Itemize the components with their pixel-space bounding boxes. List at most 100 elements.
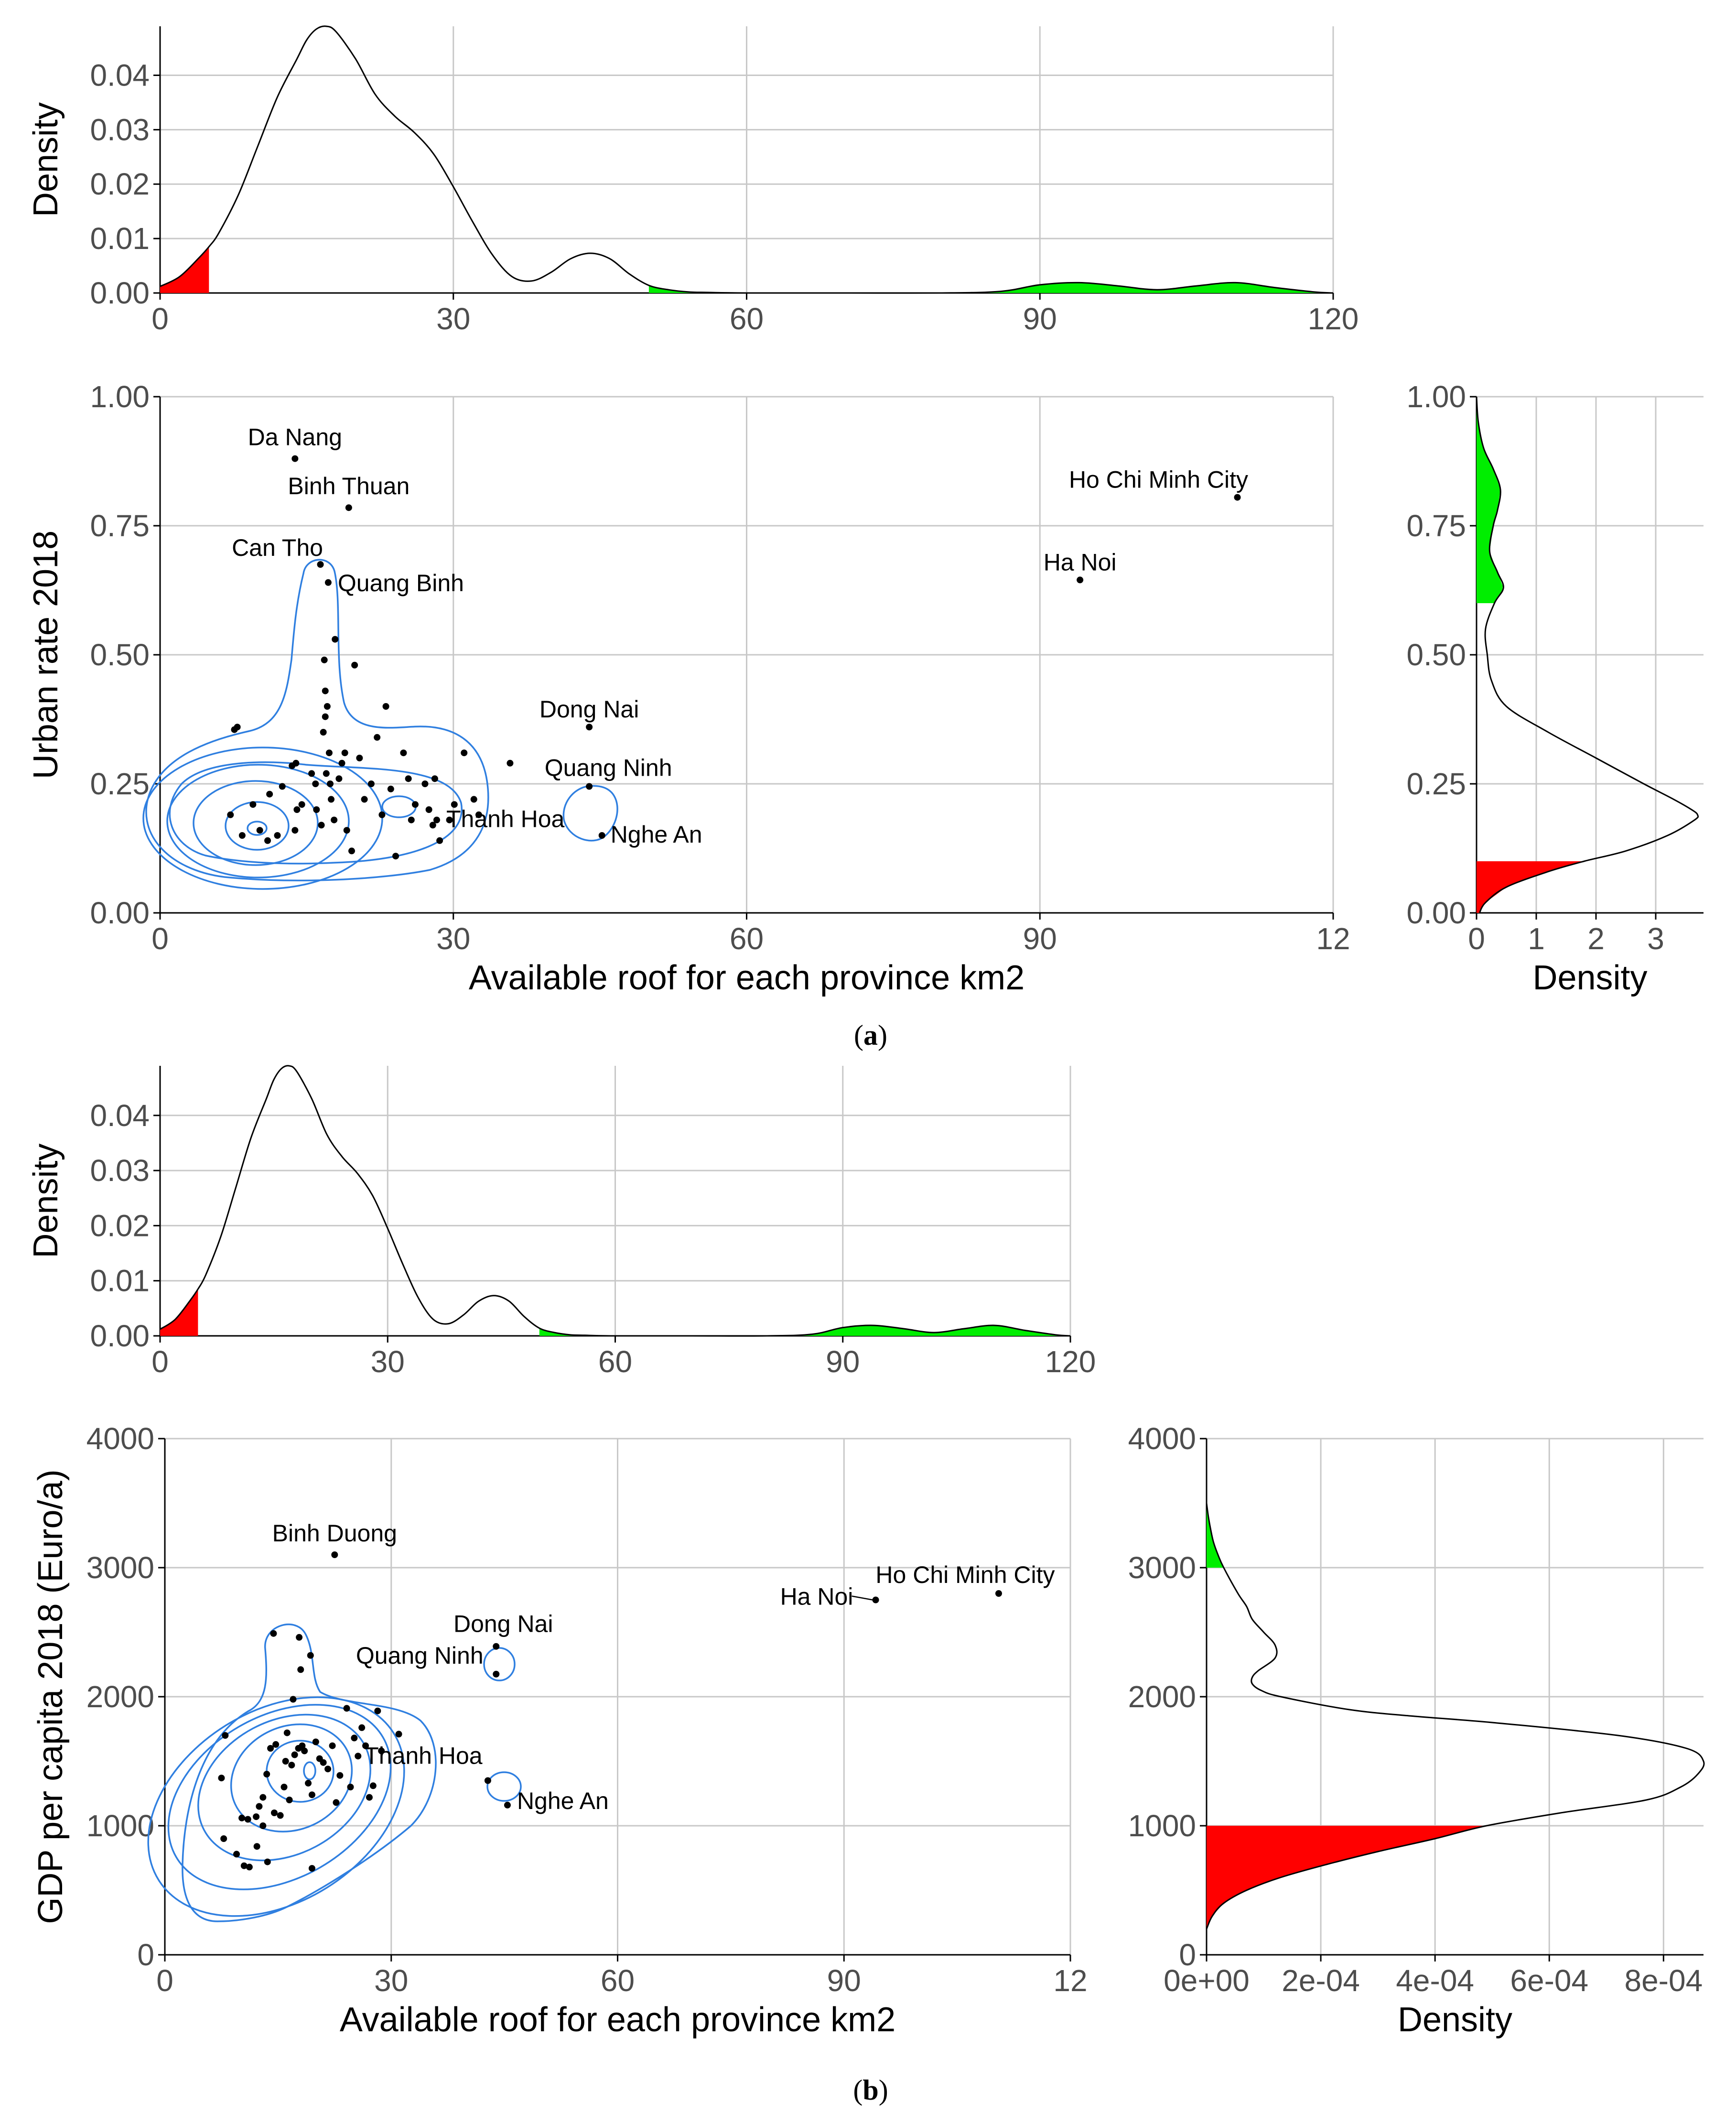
data-point [240, 1862, 248, 1869]
y-tick-label: 3000 [86, 1550, 154, 1585]
data-point-labeled [872, 1596, 879, 1604]
x-tick-label: 0 [156, 1963, 173, 1998]
density-curve [160, 1065, 1071, 1337]
data-point [351, 1734, 358, 1742]
data-point [305, 1779, 312, 1787]
data-point [341, 749, 348, 757]
data-point [253, 1813, 260, 1820]
data-point [292, 759, 300, 767]
data-point [301, 1747, 308, 1755]
data-point [320, 729, 327, 736]
data-point [308, 1791, 315, 1799]
data-point [367, 780, 375, 787]
data-point [299, 1742, 306, 1749]
point-label: Can Tho [232, 534, 323, 561]
y-tick-label: 4000 [1128, 1421, 1196, 1456]
y-tick-label: 0.00 [90, 1319, 150, 1353]
data-point [263, 1771, 270, 1777]
y-tick-label: 0 [1179, 1938, 1196, 1972]
x-tick-label: 3 [1647, 921, 1664, 956]
point-label: Ha Noi [1044, 549, 1117, 575]
data-point [324, 1766, 332, 1773]
data-point [238, 1814, 246, 1821]
data-point-labeled [324, 579, 332, 586]
data-point [234, 724, 241, 731]
data-point [283, 1729, 291, 1736]
data-point [343, 827, 350, 834]
y-tick-label: 0.01 [90, 221, 150, 256]
data-point [308, 770, 315, 777]
data-point [343, 1705, 350, 1712]
x-tick-label: 0 [151, 1344, 169, 1379]
y-tick-label: 0.75 [1406, 509, 1466, 543]
y-tick-label: 0.03 [90, 112, 150, 147]
data-point [387, 785, 394, 792]
y-tick-label: 0 [137, 1938, 154, 1972]
x-tick-label: 60 [601, 1963, 635, 1998]
y-tick-label: 0.02 [90, 1208, 150, 1243]
axes-frame: 0 30 60 90 12 0.00 0.25 0.50 0.75 1.00 Available r… [27, 379, 1350, 997]
data-point [279, 783, 286, 790]
x-tick-label: 8e-04 [1624, 1963, 1703, 1998]
point-label: Thanh Hoa [446, 806, 565, 833]
data-point [322, 713, 329, 720]
data-point [277, 1812, 284, 1819]
data-point [395, 1731, 402, 1738]
x-axis-title: Available roof for each province km2 [340, 2001, 895, 2039]
label-leader-line [852, 1595, 873, 1601]
data-point [297, 1666, 304, 1673]
data-point-labeled [317, 561, 324, 568]
low-tail-shade [160, 1289, 198, 1336]
data-point-labeled [586, 783, 593, 790]
data-point [264, 1858, 271, 1865]
y-tick-label: 0.25 [1406, 767, 1466, 801]
x-axis-title: Density [1532, 959, 1647, 997]
point-label: Ho Chi Minh City [1069, 466, 1248, 493]
data-point [256, 827, 263, 834]
x-tick-label: 1 [1528, 921, 1545, 956]
data-point-labeled [1077, 576, 1084, 584]
data-point [408, 816, 415, 824]
data-point-labeled [484, 1777, 491, 1784]
x-axis-title: Available roof for each province km2 [469, 959, 1024, 997]
data-point [293, 806, 301, 813]
data-point-labeled [493, 1670, 500, 1678]
data-point [392, 853, 399, 860]
data-point [351, 661, 358, 669]
data-point [348, 847, 355, 855]
panel-a-top-density: 0 30 60 90 120 0.00 0.01 0.02 0.03 0.04 Density [27, 25, 1359, 336]
y-tick-label: 1.00 [90, 379, 150, 414]
data-point [220, 1835, 227, 1842]
data-point [291, 827, 299, 834]
y-tick-label: 0.50 [90, 638, 150, 672]
data-point [290, 1696, 297, 1703]
data-point [431, 775, 438, 782]
y-tick-label: 0.00 [90, 896, 150, 930]
data-point [249, 801, 257, 808]
data-point [333, 1799, 340, 1806]
point-label: Dong Nai [539, 696, 639, 723]
data-point [451, 801, 458, 808]
y-tick-label: 0.03 [90, 1153, 150, 1188]
x-tick-label: 60 [730, 302, 764, 336]
y-tick-label: 0.00 [90, 276, 150, 310]
x-tick-label: 4e-04 [1396, 1963, 1474, 1998]
y-tick-label: 3000 [1128, 1550, 1196, 1585]
point-label: Thanh Hoa [364, 1743, 483, 1769]
caption-b: (b) [853, 2074, 888, 2106]
data-point [331, 816, 338, 824]
point-label: Quang Ninh [545, 754, 672, 781]
high-tail-shade [1207, 1439, 1224, 1568]
panel-a-scatter: 0 30 60 90 12 0.00 0.25 0.50 0.75 1.00 Available r… [27, 379, 1350, 997]
x-tick-label: 12 [1053, 1963, 1087, 1998]
data-point [274, 832, 281, 839]
data-point [461, 749, 468, 757]
y-tick-label: 0.04 [90, 1098, 150, 1133]
data-point [421, 780, 429, 787]
caption-a: (a) [854, 1019, 887, 1051]
x-tick-label: 90 [826, 1344, 860, 1379]
x-tick-label: 120 [1308, 302, 1359, 336]
x-axis-title: Density [1398, 2001, 1512, 2039]
